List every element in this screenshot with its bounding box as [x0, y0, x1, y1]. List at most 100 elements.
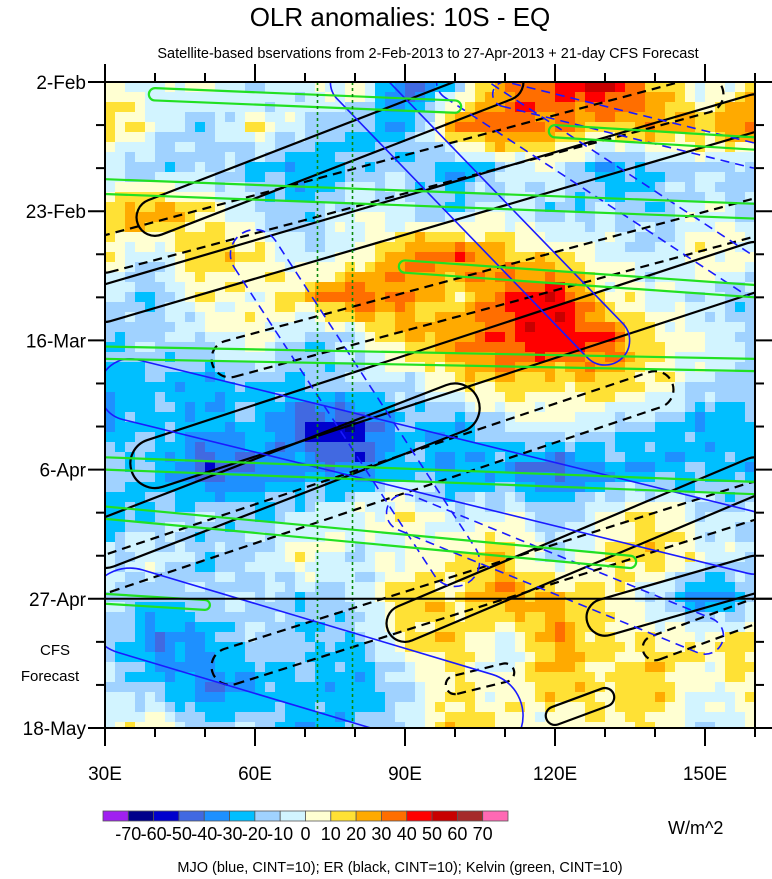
- heatmap-cell: [625, 242, 636, 253]
- heatmap-cell: [135, 562, 146, 573]
- heatmap-cell: [515, 192, 526, 203]
- heatmap-cell: [685, 202, 696, 213]
- heatmap-cell: [125, 512, 136, 523]
- heatmap-cell: [165, 102, 176, 113]
- heatmap-cell: [645, 502, 656, 513]
- heatmap-cell: [155, 522, 166, 533]
- heatmap-cell: [505, 112, 516, 123]
- heatmap-cell: [325, 692, 336, 703]
- heatmap-cell: [425, 682, 436, 693]
- heatmap-cell: [135, 712, 146, 723]
- heatmap-cell: [635, 342, 646, 353]
- heatmap-cell: [575, 272, 586, 283]
- heatmap-cell: [345, 382, 356, 393]
- heatmap-cell: [625, 512, 636, 523]
- heatmap-cell: [255, 522, 266, 533]
- heatmap-cell: [255, 582, 266, 593]
- heatmap-cell: [265, 382, 276, 393]
- heatmap-cell: [175, 362, 186, 373]
- heatmap-cell: [465, 672, 476, 683]
- heatmap-cell: [605, 162, 616, 173]
- heatmap-cell: [315, 202, 326, 213]
- heatmap-cell: [665, 252, 676, 263]
- heatmap-cell: [745, 652, 755, 663]
- heatmap-cell: [615, 242, 626, 253]
- heatmap-cell: [245, 592, 256, 603]
- heatmap-cell: [685, 712, 696, 723]
- heatmap-cell: [175, 102, 186, 113]
- heatmap-cell: [625, 92, 636, 103]
- heatmap-cell: [285, 682, 296, 693]
- heatmap-cell: [175, 92, 186, 103]
- heatmap-cell: [115, 472, 126, 483]
- heatmap-cell: [665, 432, 676, 443]
- heatmap-cell: [115, 512, 126, 523]
- heatmap-cell: [565, 512, 576, 523]
- heatmap-cell: [695, 402, 706, 413]
- heatmap-cell: [485, 452, 496, 463]
- heatmap-cell: [115, 662, 126, 673]
- heatmap-cell: [615, 342, 626, 353]
- heatmap-cell: [555, 102, 566, 113]
- heatmap-cell: [665, 162, 676, 173]
- heatmap-cell: [525, 702, 536, 713]
- heatmap-cell: [325, 532, 336, 543]
- heatmap-cell: [695, 412, 706, 423]
- heatmap-cell: [405, 612, 416, 623]
- heatmap-cell: [645, 552, 656, 563]
- heatmap-cell: [675, 432, 686, 443]
- heatmap-cell: [305, 452, 316, 463]
- heatmap-cell: [225, 122, 236, 133]
- heatmap-cell: [605, 462, 616, 473]
- heatmap-cell: [175, 622, 186, 633]
- heatmap-cell: [215, 492, 226, 503]
- heatmap-cell: [245, 702, 256, 713]
- heatmap-cell: [745, 522, 755, 533]
- colorbar-swatch: [355, 810, 382, 822]
- heatmap-cell: [665, 342, 676, 353]
- heatmap-cell: [135, 352, 146, 363]
- heatmap-cell: [345, 262, 356, 273]
- heatmap-cell: [355, 632, 366, 643]
- heatmap-cell: [355, 482, 366, 493]
- heatmap-cell: [645, 632, 656, 643]
- heatmap-cell: [365, 242, 376, 253]
- heatmap-cell: [395, 242, 406, 253]
- heatmap-cell: [295, 712, 306, 723]
- heatmap-cell: [375, 222, 386, 233]
- heatmap-cell: [115, 352, 126, 363]
- heatmap-cell: [195, 82, 206, 93]
- heatmap-cell: [315, 532, 326, 543]
- heatmap-cell: [745, 422, 755, 433]
- heatmap-cell: [495, 232, 506, 243]
- heatmap-cell: [155, 312, 166, 323]
- heatmap-cell: [485, 492, 496, 503]
- heatmap-cell: [625, 612, 636, 623]
- heatmap-cell: [545, 582, 556, 593]
- heatmap-cell: [735, 452, 746, 463]
- heatmap-cell: [295, 322, 306, 333]
- heatmap-cell: [275, 532, 286, 543]
- heatmap-cell: [365, 252, 376, 263]
- heatmap-cell: [245, 722, 256, 728]
- heatmap-cell: [335, 292, 346, 303]
- heatmap-cell: [215, 262, 226, 273]
- heatmap-cell: [475, 572, 486, 583]
- heatmap-cell: [145, 622, 156, 633]
- heatmap-cell: [355, 672, 366, 683]
- heatmap-cell: [635, 372, 646, 383]
- heatmap-cell: [685, 502, 696, 513]
- heatmap-cell: [445, 592, 456, 603]
- heatmap-cell: [115, 162, 126, 173]
- heatmap-cell: [105, 272, 116, 283]
- heatmap-cell: [545, 202, 556, 213]
- heatmap-cell: [405, 602, 416, 613]
- heatmap-cell: [675, 262, 686, 273]
- heatmap-cell: [625, 332, 636, 343]
- heatmap-cell: [425, 312, 436, 323]
- heatmap-cell: [385, 512, 396, 523]
- heatmap-cell: [205, 632, 216, 643]
- heatmap-cell: [465, 482, 476, 493]
- heatmap-cell: [215, 382, 226, 393]
- heatmap-cell: [225, 82, 236, 93]
